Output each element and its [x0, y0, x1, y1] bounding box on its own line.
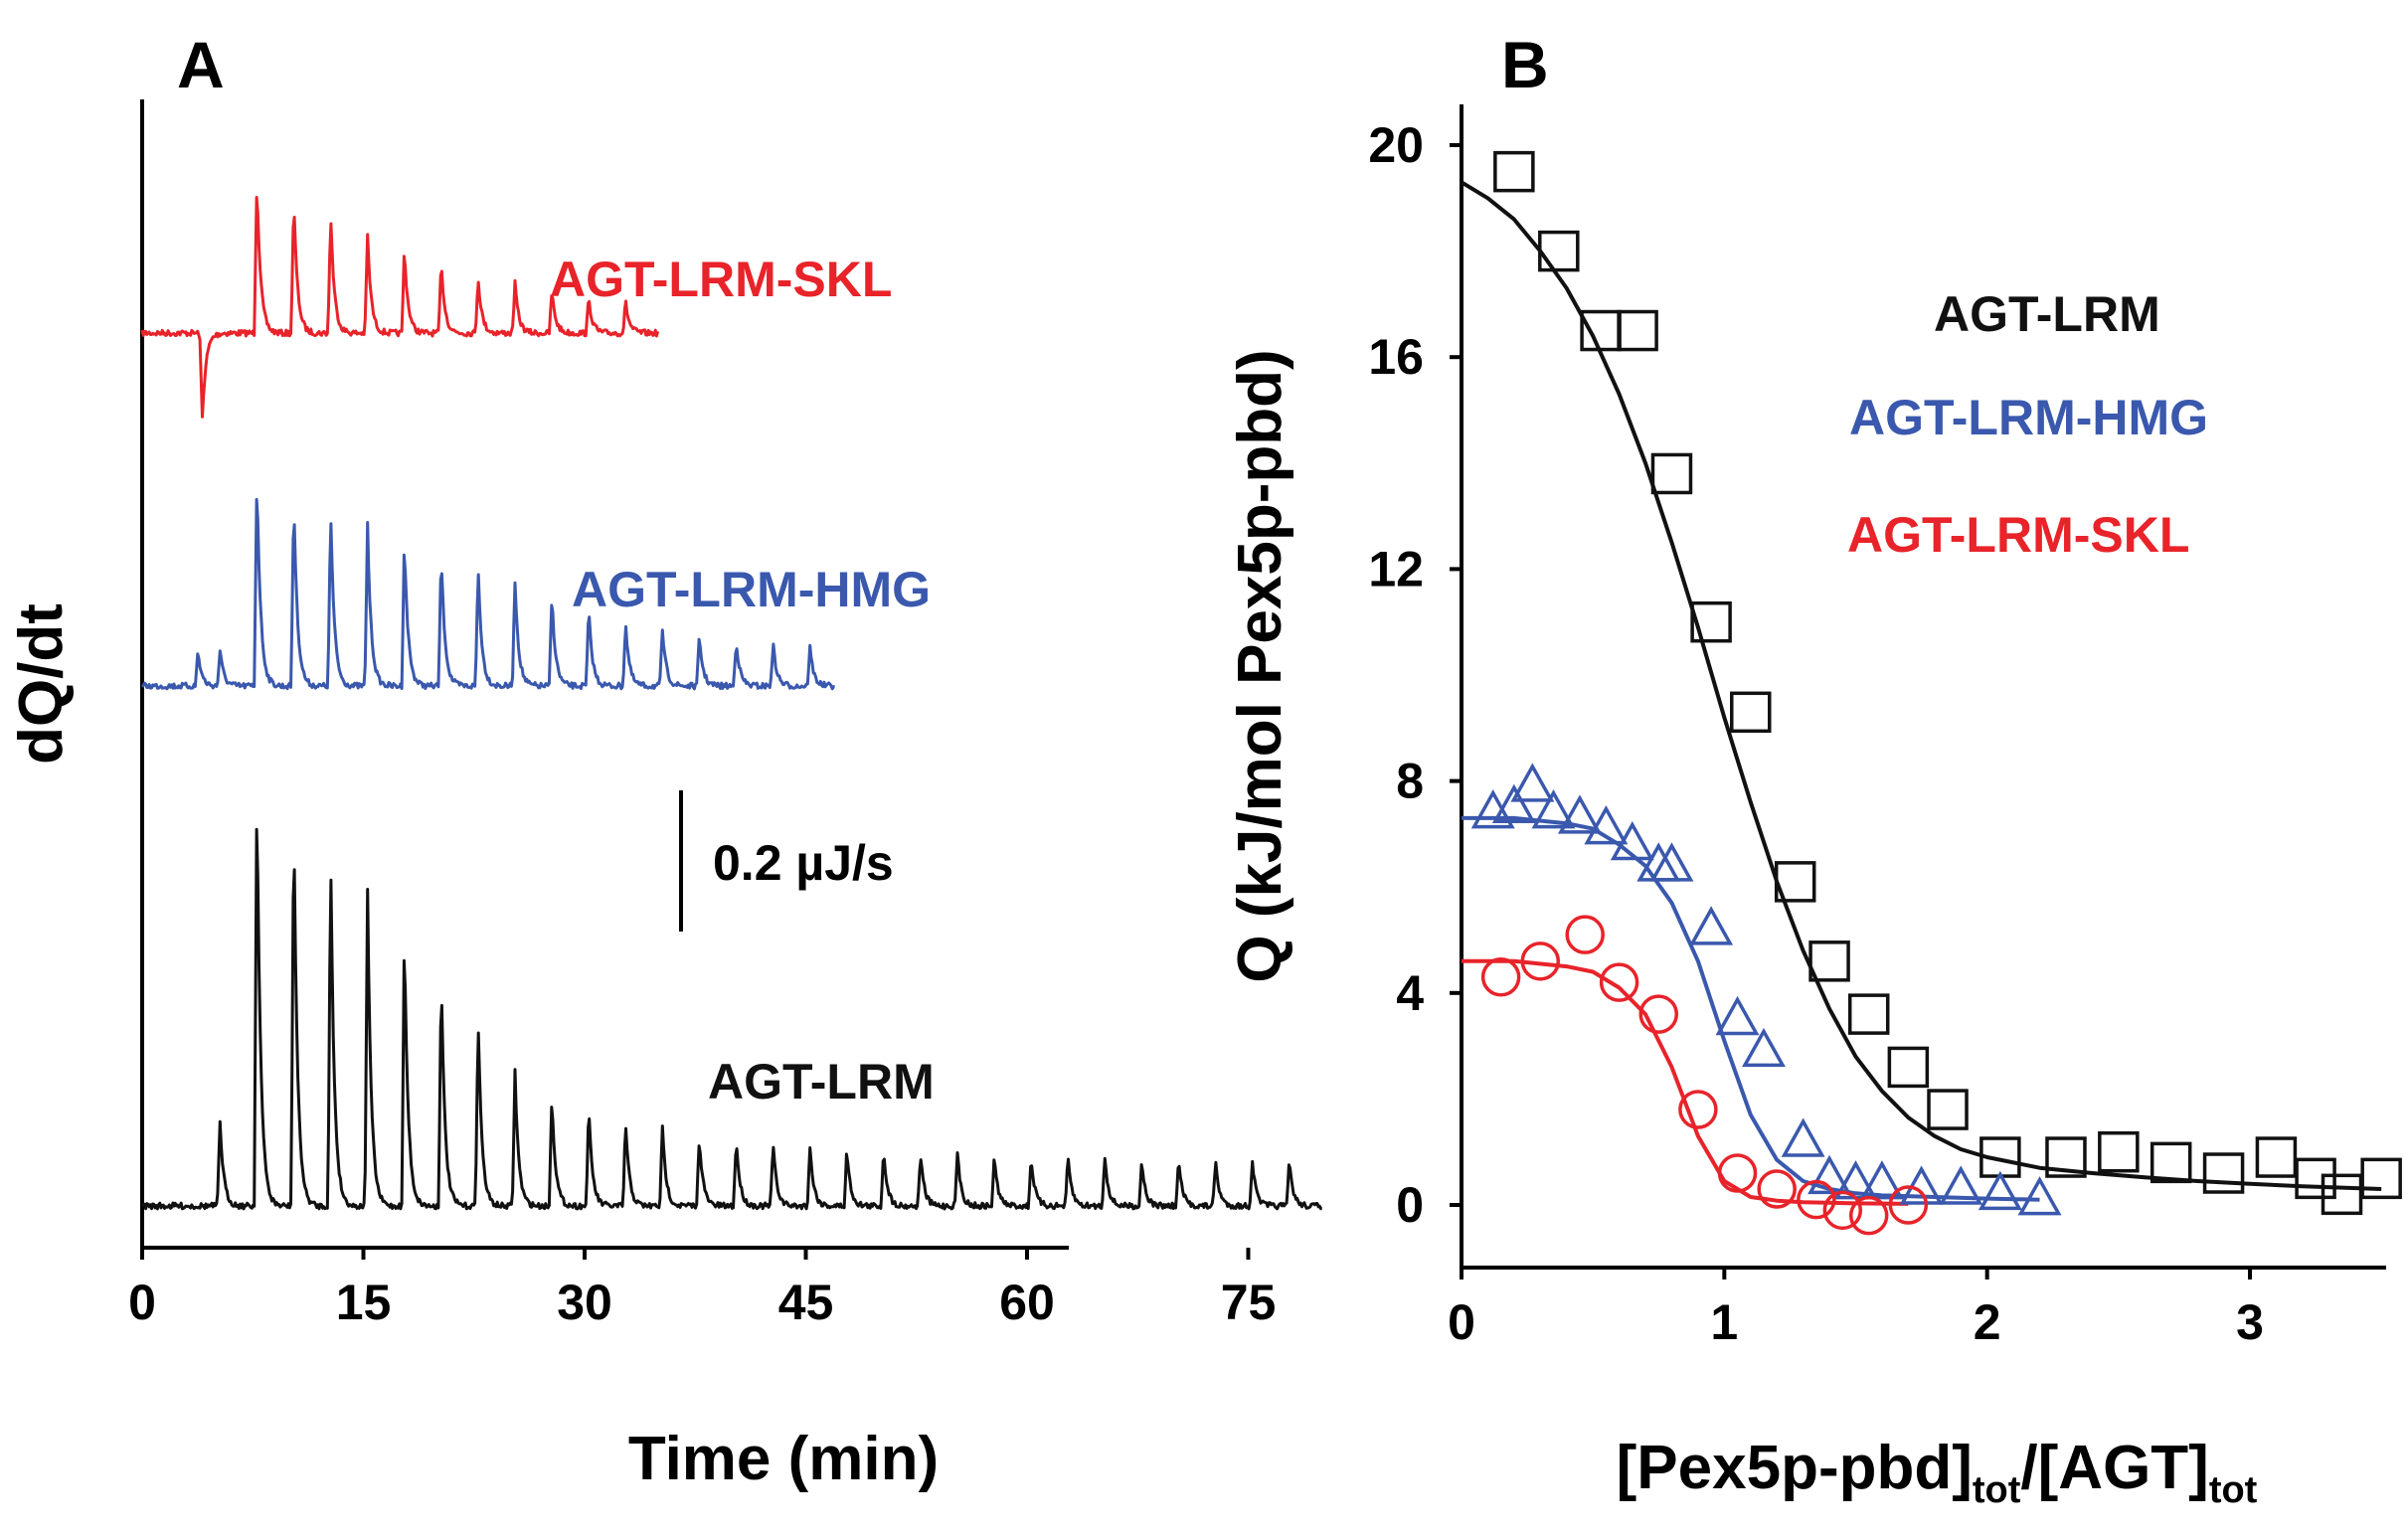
b-y-tick-label-4: 4	[1396, 965, 1424, 1021]
x-title-part-2: /[AGT]	[2020, 1434, 2208, 1502]
point-agt-lrm-hmg-11	[1742, 1027, 1786, 1068]
point-agt-lrm-10	[1887, 1046, 1930, 1089]
point-agt-lrm-hmg-18	[1978, 1170, 2022, 1211]
point-agt-lrm-11	[1927, 1089, 1969, 1130]
point-agt-lrm-hmg-5	[1584, 804, 1629, 845]
b-x-tick-label-2: 2	[1974, 1294, 2001, 1350]
a-x-tick-label-30: 30	[557, 1275, 612, 1330]
point-agt-lrm-3	[1617, 309, 1658, 352]
point-agt-lrm-13	[2045, 1136, 2087, 1178]
x-title-sub-1: tot	[1973, 1469, 2021, 1511]
point-agt-lrm-skl-4	[1638, 994, 1678, 1034]
b-x-tick-label-1: 1	[1710, 1294, 1738, 1350]
b-y-tick-label-8: 8	[1396, 754, 1424, 809]
point-agt-lrm-17	[2255, 1136, 2298, 1178]
legend-entry-skl: AGT-LRM-SKL	[1847, 507, 2189, 563]
a-x-tick-label-75: 75	[1221, 1275, 1277, 1330]
point-agt-lrm-skl-5	[1678, 1090, 1718, 1129]
point-agt-lrm-hmg-17	[1939, 1165, 1983, 1205]
point-agt-lrm-1	[1538, 230, 1580, 272]
panel-a-y-title: dQ/dt	[7, 603, 76, 765]
point-agt-lrm-skl-1	[1520, 941, 1561, 981]
b-y-tick-label-0: 0	[1396, 1177, 1424, 1233]
panel-b-data-points	[1470, 150, 2402, 1236]
a-x-tick-label-15: 15	[336, 1275, 392, 1330]
panel-a-traces	[140, 196, 1322, 1211]
panel-b-letter: B	[1501, 28, 1549, 101]
point-agt-lrm-hmg-8	[1649, 842, 1694, 882]
point-agt-lrm-8	[1808, 940, 1850, 982]
panel-a: A 0 15 30 45 60 75 AGT-LRM-SKL AGT-LRM-HMG AG…	[7, 28, 1322, 1493]
point-agt-lrm-hmg-19	[2017, 1176, 2062, 1216]
point-agt-lrm-4	[1650, 452, 1693, 495]
point-agt-lrm-hmg-3	[1531, 788, 1576, 829]
trace-agt-lrm-skl	[140, 196, 660, 419]
point-agt-lrm-skl-2	[1565, 915, 1605, 954]
point-agt-lrm-18	[2295, 1157, 2336, 1200]
legend-entry-hmg: AGT-LRM-HMG	[1849, 390, 2208, 445]
b-x-tick-label-3: 3	[2236, 1294, 2264, 1350]
x-title-part-1: [Pex5p-pbd]	[1617, 1434, 1973, 1502]
point-agt-lrm-16	[2202, 1152, 2245, 1194]
fit-curve-agt-lrm-hmg	[1462, 815, 2040, 1202]
point-agt-lrm-hmg-10	[1715, 995, 1760, 1036]
b-y-tick-label-16: 16	[1368, 329, 1424, 385]
legend-entry-lrm: AGT-LRM	[1934, 286, 2160, 342]
trace-agt-lrm	[140, 827, 1322, 1211]
scale-bar-label: 0.2 µJ/s	[713, 835, 894, 891]
point-agt-lrm-skl-6	[1717, 1153, 1758, 1193]
a-x-tick-label-45: 45	[778, 1275, 834, 1330]
point-agt-lrm-skl-3	[1599, 962, 1639, 1002]
fit-curve-agt-lrm	[1460, 180, 2382, 1191]
point-agt-lrm-hmg-13	[1807, 1154, 1852, 1195]
point-agt-lrm-9	[1847, 993, 1890, 1035]
point-agt-lrm-0	[1493, 150, 1535, 193]
panel-a-x-ticks: 0 15 30 45 60 75	[128, 1248, 1276, 1330]
panel-b-x-title: [Pex5p-pbd]tot/[AGT]tot	[1617, 1434, 2258, 1511]
point-agt-lrm-skl-8	[1797, 1179, 1836, 1220]
point-agt-lrm-14	[2098, 1130, 2140, 1173]
point-agt-lrm-2	[1580, 309, 1622, 352]
b-y-tick-label-20: 20	[1368, 117, 1424, 173]
trace-label-hmg: AGT-LRM-HMG	[572, 562, 931, 617]
point-agt-lrm-6	[1730, 691, 1772, 734]
point-agt-lrm-skl-11	[1888, 1185, 1929, 1225]
point-agt-lrm-7	[1774, 861, 1816, 903]
panel-b-fit-curves	[1460, 180, 2382, 1206]
a-x-tick-label-0: 0	[128, 1275, 156, 1330]
trace-agt-lrm-hmg	[140, 497, 835, 691]
point-agt-lrm-hmg-12	[1781, 1117, 1825, 1157]
point-agt-lrm-15	[2150, 1141, 2192, 1184]
point-agt-lrm-19	[2321, 1173, 2363, 1216]
trace-label-lrm: AGT-LRM	[708, 1054, 935, 1109]
panel-a-x-title: Time (min)	[628, 1425, 939, 1493]
point-agt-lrm-hmg-4	[1557, 794, 1602, 834]
panel-b-y-title: Q (kJ/mol Pex5p-pbd)	[1226, 349, 1294, 982]
panel-a-letter: A	[177, 28, 225, 101]
point-agt-lrm-skl-7	[1757, 1169, 1797, 1209]
point-agt-lrm-hmg-6	[1610, 820, 1654, 861]
point-agt-lrm-hmg-9	[1689, 906, 1734, 945]
b-y-tick-label-12: 12	[1368, 541, 1424, 597]
point-agt-lrm-hmg-15	[1859, 1160, 1904, 1200]
fit-curve-agt-lrm-skl	[1462, 958, 1909, 1206]
a-x-tick-label-60: 60	[999, 1275, 1055, 1330]
point-agt-lrm-5	[1690, 600, 1732, 643]
point-agt-lrm-20	[2360, 1157, 2402, 1200]
point-agt-lrm-hmg-2	[1510, 763, 1555, 802]
point-agt-lrm-skl-0	[1480, 957, 1521, 997]
b-x-tick-label-0: 0	[1448, 1294, 1475, 1350]
point-agt-lrm-skl-9	[1822, 1190, 1863, 1231]
point-agt-lrm-hmg-1	[1491, 783, 1536, 823]
trace-label-skl: AGT-LRM-SKL	[550, 252, 892, 307]
x-title-sub-2: tot	[2209, 1469, 2258, 1511]
point-agt-lrm-skl-10	[1848, 1195, 1889, 1236]
